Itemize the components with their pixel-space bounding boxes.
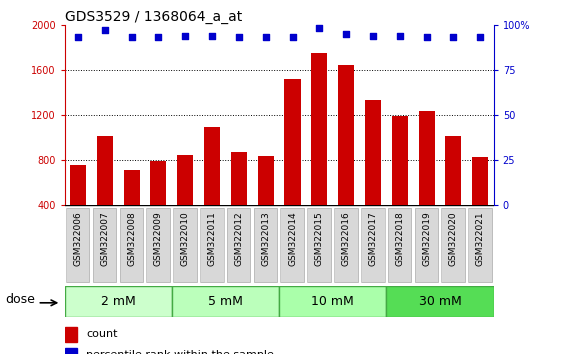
Text: count: count	[86, 329, 117, 339]
FancyBboxPatch shape	[468, 209, 492, 282]
Text: GSM322007: GSM322007	[100, 212, 109, 266]
Point	[73, 35, 82, 40]
Text: GSM322010: GSM322010	[181, 212, 190, 266]
Bar	[257, 156, 274, 251]
Text: GSM322008: GSM322008	[127, 212, 136, 266]
Bar	[150, 161, 167, 251]
Point	[476, 35, 485, 40]
Bar	[338, 65, 354, 251]
Bar	[419, 110, 435, 251]
Bar	[172, 286, 279, 317]
FancyBboxPatch shape	[146, 209, 170, 282]
Point	[342, 31, 351, 37]
FancyBboxPatch shape	[334, 209, 358, 282]
Bar	[96, 137, 113, 251]
Point	[261, 35, 270, 40]
FancyBboxPatch shape	[200, 209, 224, 282]
Bar	[311, 53, 328, 251]
FancyBboxPatch shape	[119, 209, 143, 282]
Text: GSM322014: GSM322014	[288, 212, 297, 266]
Bar	[279, 286, 387, 317]
Bar	[472, 157, 488, 251]
Bar	[65, 286, 172, 317]
Text: 2 mM: 2 mM	[101, 295, 136, 308]
Bar	[204, 127, 220, 251]
Bar	[387, 286, 494, 317]
Point	[315, 25, 324, 31]
Text: 5 mM: 5 mM	[208, 295, 243, 308]
Text: GSM322017: GSM322017	[369, 212, 378, 266]
Text: GSM322021: GSM322021	[476, 212, 485, 266]
FancyBboxPatch shape	[280, 209, 304, 282]
FancyBboxPatch shape	[442, 209, 465, 282]
Text: GSM322015: GSM322015	[315, 212, 324, 266]
FancyBboxPatch shape	[173, 209, 197, 282]
Text: GSM322006: GSM322006	[73, 212, 82, 266]
Point	[127, 35, 136, 40]
Point	[208, 33, 217, 39]
Text: 10 mM: 10 mM	[311, 295, 354, 308]
Bar	[70, 165, 86, 251]
Text: GSM322009: GSM322009	[154, 212, 163, 266]
Point	[100, 27, 109, 33]
FancyBboxPatch shape	[227, 209, 250, 282]
Bar	[177, 155, 193, 251]
Point	[234, 35, 243, 40]
Bar	[65, 327, 77, 342]
Bar	[65, 348, 77, 354]
Point	[422, 35, 431, 40]
Bar	[392, 116, 408, 251]
Point	[154, 35, 163, 40]
Point	[396, 33, 404, 39]
Text: percentile rank within the sample: percentile rank within the sample	[86, 350, 274, 354]
Bar	[123, 170, 140, 251]
Text: GSM322011: GSM322011	[208, 212, 217, 266]
Text: GSM322013: GSM322013	[261, 212, 270, 266]
Point	[181, 33, 190, 39]
Bar	[284, 79, 301, 251]
FancyBboxPatch shape	[66, 209, 89, 282]
FancyBboxPatch shape	[93, 209, 116, 282]
FancyBboxPatch shape	[361, 209, 384, 282]
FancyBboxPatch shape	[307, 209, 331, 282]
Bar	[365, 101, 381, 251]
Point	[449, 35, 458, 40]
Text: 30 mM: 30 mM	[419, 295, 461, 308]
Text: GSM322012: GSM322012	[234, 212, 243, 266]
Point	[288, 35, 297, 40]
Text: GSM322019: GSM322019	[422, 212, 431, 266]
Text: dose: dose	[5, 293, 35, 306]
Bar	[231, 152, 247, 251]
FancyBboxPatch shape	[388, 209, 411, 282]
FancyBboxPatch shape	[415, 209, 438, 282]
Text: GDS3529 / 1368064_a_at: GDS3529 / 1368064_a_at	[65, 10, 242, 24]
Text: GSM322016: GSM322016	[342, 212, 351, 266]
Text: GSM322018: GSM322018	[396, 212, 404, 266]
Bar	[445, 137, 462, 251]
Point	[369, 33, 378, 39]
Text: GSM322020: GSM322020	[449, 212, 458, 266]
FancyBboxPatch shape	[254, 209, 277, 282]
